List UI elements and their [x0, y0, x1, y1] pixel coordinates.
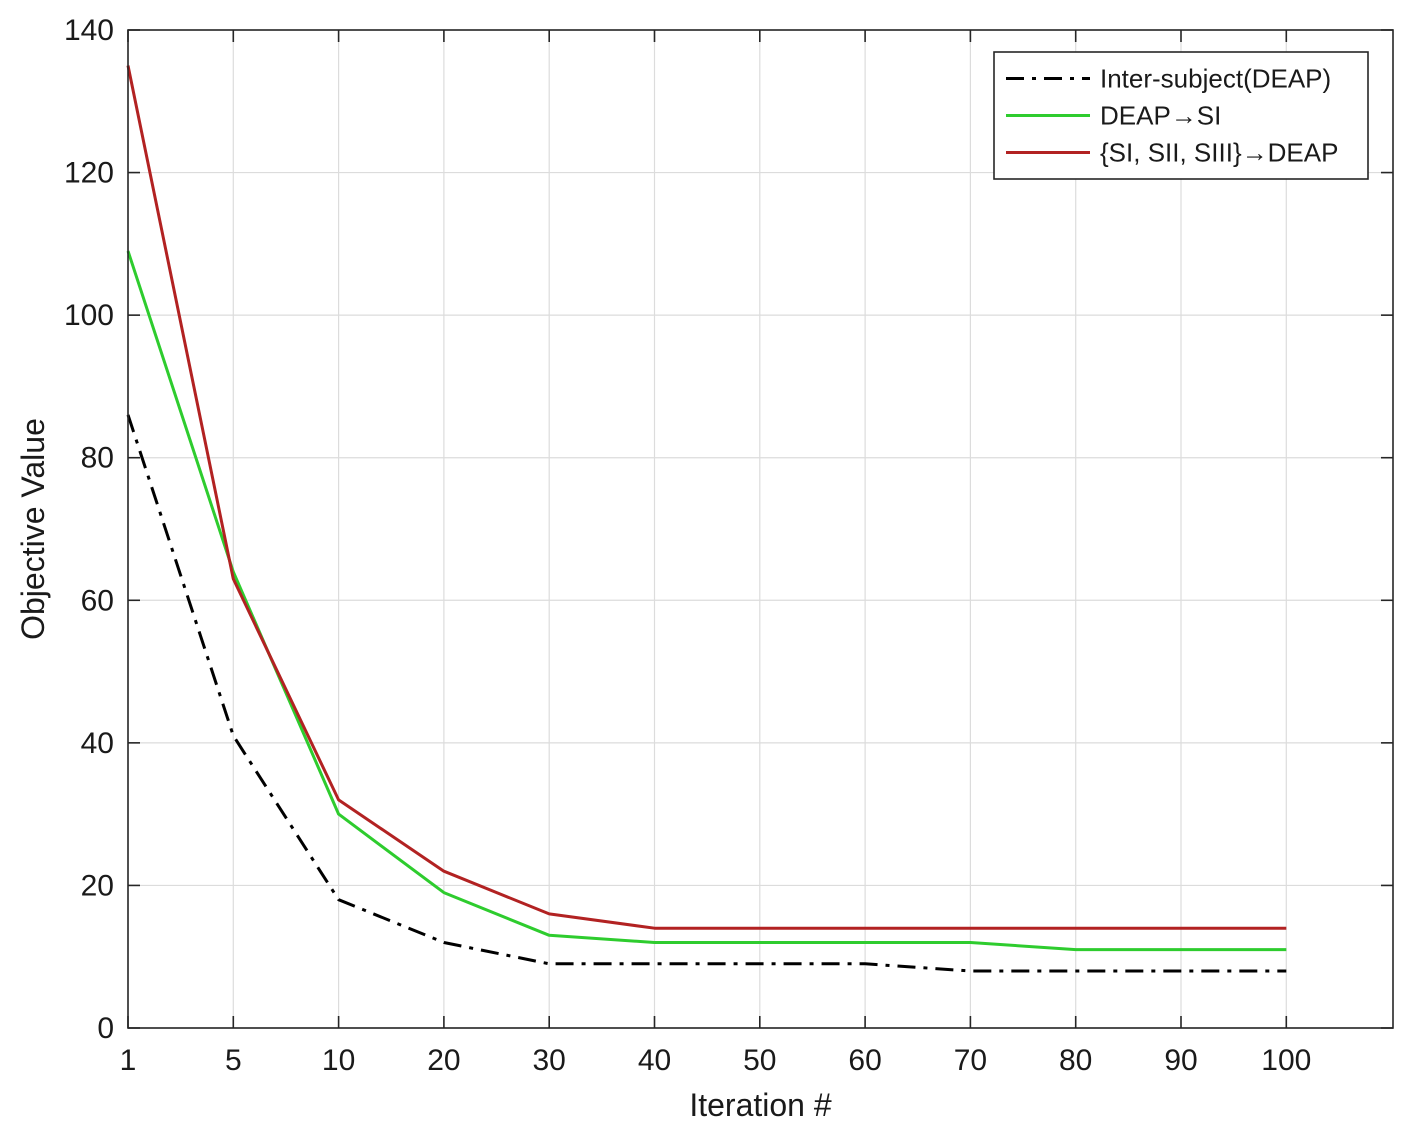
y-tick-label: 60 [81, 584, 114, 617]
legend: Inter-subject(DEAP) DEAP→SI {SI, SII, SIII… [993, 51, 1369, 180]
x-tick-label: 90 [1164, 1044, 1197, 1077]
x-tick-label: 60 [848, 1044, 881, 1077]
x-tick-label: 1 [120, 1044, 137, 1077]
y-axis-label: Objective Value [15, 418, 51, 640]
y-tick-label: 100 [64, 299, 114, 332]
legend-label: Inter-subject(DEAP) [1100, 64, 1331, 94]
x-tick-label: 10 [322, 1044, 355, 1077]
y-tick-label: 20 [81, 869, 114, 902]
y-tick-label: 80 [81, 442, 114, 475]
y-tick-labels: 0 20 40 60 80 100 120 140 [64, 14, 114, 1045]
x-tick-label: 30 [533, 1044, 566, 1077]
y-tick-label: 0 [97, 1012, 114, 1045]
x-tick-labels: 1 5 10 20 30 40 50 60 70 80 90 100 [120, 1044, 1312, 1077]
series-line-1 [126, 414, 1287, 973]
x-tick-label: 50 [743, 1044, 776, 1077]
legend-label: DEAP→SI [1100, 101, 1221, 131]
axis-ticks [127, 29, 1393, 1029]
series-line-2 [126, 250, 1287, 952]
y-tick-label: 140 [64, 14, 114, 47]
x-tick-label: 20 [427, 1044, 460, 1077]
legend-label: {SI, SII, SIII}→DEAP [1100, 138, 1338, 168]
grid [127, 29, 1393, 1029]
series-layer [126, 65, 1287, 973]
y-tick-label: 120 [64, 157, 114, 190]
y-tick-label: 40 [81, 727, 114, 760]
x-tick-label: 5 [225, 1044, 242, 1077]
x-tick-label: 40 [638, 1044, 671, 1077]
x-axis-label: Iteration # [689, 1087, 832, 1123]
x-tick-label: 70 [954, 1044, 987, 1077]
series-line-3 [126, 65, 1287, 930]
x-tick-label: 80 [1059, 1044, 1092, 1077]
x-tick-label: 100 [1261, 1044, 1311, 1077]
